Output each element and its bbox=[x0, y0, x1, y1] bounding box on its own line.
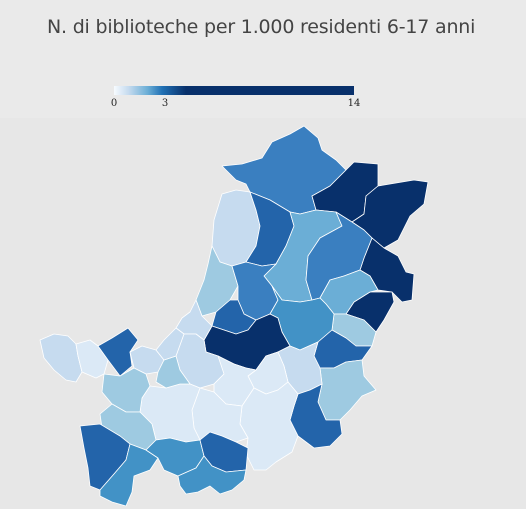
municipality-region[interactable] bbox=[177, 455, 247, 495]
municipality-region[interactable] bbox=[101, 367, 151, 413]
legend-tick-min: 0 bbox=[110, 98, 118, 109]
choropleth-map bbox=[39, 125, 429, 507]
municipality-region[interactable] bbox=[351, 179, 429, 249]
municipality-region[interactable] bbox=[155, 355, 191, 389]
municipality-region[interactable] bbox=[317, 359, 377, 421]
map-canvas bbox=[0, 118, 526, 509]
municipality-region[interactable] bbox=[155, 327, 185, 361]
municipality-region[interactable] bbox=[39, 333, 83, 383]
legend-tick-max: 14 bbox=[347, 98, 361, 109]
legend-tick-mid: 3 bbox=[161, 98, 169, 109]
color-legend: 0 3 14 bbox=[0, 0, 526, 120]
legend-color-bar bbox=[114, 86, 354, 95]
map-title: N. di biblioteche per 1.000 residenti 6-… bbox=[47, 16, 476, 38]
